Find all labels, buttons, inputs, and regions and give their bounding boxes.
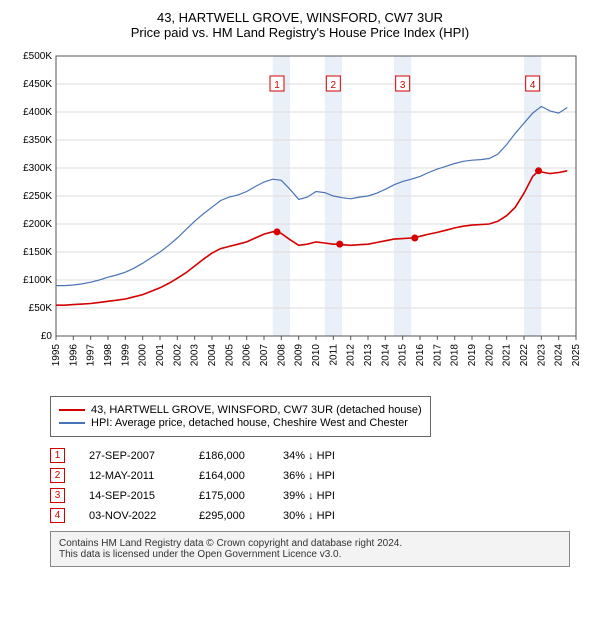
svg-text:1999: 1999 bbox=[120, 344, 131, 367]
svg-text:2025: 2025 bbox=[571, 344, 582, 367]
svg-text:2001: 2001 bbox=[155, 344, 166, 367]
chart-title-block: 43, HARTWELL GROVE, WINSFORD, CW7 3UR Pr… bbox=[10, 10, 590, 40]
svg-text:2002: 2002 bbox=[172, 344, 183, 367]
sale-vs-hpi: 36% ↓ HPI bbox=[283, 470, 373, 482]
svg-text:1: 1 bbox=[274, 80, 280, 91]
svg-text:£250K: £250K bbox=[23, 191, 52, 202]
legend-swatch bbox=[59, 422, 85, 424]
sale-price: £186,000 bbox=[199, 450, 259, 462]
svg-text:2020: 2020 bbox=[484, 344, 495, 367]
chart-container: £0 £50K £100K £150K £200K £250K £300K £350K £400… bbox=[10, 48, 590, 388]
legend-row: 43, HARTWELL GROVE, WINSFORD, CW7 3UR (d… bbox=[59, 404, 422, 416]
svg-text:2024: 2024 bbox=[554, 344, 565, 367]
sale-vs-hpi: 39% ↓ HPI bbox=[283, 490, 373, 502]
legend: 43, HARTWELL GROVE, WINSFORD, CW7 3UR (d… bbox=[50, 396, 431, 437]
legend-label: HPI: Average price, detached house, Ches… bbox=[91, 417, 408, 429]
sale-vs-hpi: 30% ↓ HPI bbox=[283, 510, 373, 522]
svg-text:£50K: £50K bbox=[29, 303, 53, 314]
svg-text:2019: 2019 bbox=[467, 344, 478, 367]
title-subtitle: Price paid vs. HM Land Registry's House … bbox=[10, 25, 590, 40]
svg-text:1995: 1995 bbox=[51, 344, 62, 367]
footer-line1: Contains HM Land Registry data © Crown c… bbox=[59, 538, 561, 549]
sales-row: 3 14-SEP-2015 £175,000 39% ↓ HPI bbox=[50, 488, 590, 503]
svg-text:£150K: £150K bbox=[23, 247, 52, 258]
svg-text:1997: 1997 bbox=[86, 344, 97, 367]
svg-text:2011: 2011 bbox=[328, 344, 339, 366]
sale-marker: 3 bbox=[50, 488, 65, 503]
legend-swatch bbox=[59, 409, 85, 411]
svg-text:2013: 2013 bbox=[363, 344, 374, 367]
svg-text:2007: 2007 bbox=[259, 344, 270, 367]
sale-marker: 1 bbox=[50, 448, 65, 463]
sale-price: £164,000 bbox=[199, 470, 259, 482]
svg-text:2010: 2010 bbox=[311, 344, 322, 367]
svg-text:£200K: £200K bbox=[23, 219, 52, 230]
svg-text:2021: 2021 bbox=[502, 344, 513, 367]
svg-text:2017: 2017 bbox=[432, 344, 443, 367]
sale-date: 12-MAY-2011 bbox=[89, 470, 175, 482]
svg-text:2003: 2003 bbox=[190, 344, 201, 367]
sales-row: 4 03-NOV-2022 £295,000 30% ↓ HPI bbox=[50, 508, 590, 523]
sale-marker: 4 bbox=[50, 508, 65, 523]
svg-text:2022: 2022 bbox=[519, 344, 530, 367]
svg-text:£450K: £450K bbox=[23, 79, 52, 90]
svg-text:2014: 2014 bbox=[380, 344, 391, 367]
svg-text:£400K: £400K bbox=[23, 107, 52, 118]
attribution-footer: Contains HM Land Registry data © Crown c… bbox=[50, 531, 570, 567]
svg-text:2016: 2016 bbox=[415, 344, 426, 367]
svg-text:4: 4 bbox=[530, 80, 536, 91]
price-chart: £0 £50K £100K £150K £200K £250K £300K £350K £400… bbox=[10, 48, 590, 388]
sale-price: £295,000 bbox=[199, 510, 259, 522]
legend-row: HPI: Average price, detached house, Ches… bbox=[59, 417, 422, 429]
svg-text:2005: 2005 bbox=[224, 344, 235, 367]
svg-text:2004: 2004 bbox=[207, 344, 218, 367]
svg-text:1998: 1998 bbox=[103, 344, 114, 367]
svg-text:£500K: £500K bbox=[23, 51, 52, 62]
sales-row: 2 12-MAY-2011 £164,000 36% ↓ HPI bbox=[50, 468, 590, 483]
svg-text:2023: 2023 bbox=[536, 344, 547, 367]
footer-line2: This data is licensed under the Open Gov… bbox=[59, 549, 561, 560]
svg-text:2000: 2000 bbox=[138, 344, 149, 367]
svg-text:2: 2 bbox=[331, 80, 337, 91]
svg-text:£100K: £100K bbox=[23, 275, 52, 286]
legend-label: 43, HARTWELL GROVE, WINSFORD, CW7 3UR (d… bbox=[91, 404, 422, 416]
sale-date: 27-SEP-2007 bbox=[89, 450, 175, 462]
svg-text:2009: 2009 bbox=[294, 344, 305, 367]
sales-row: 1 27-SEP-2007 £186,000 34% ↓ HPI bbox=[50, 448, 590, 463]
sales-table: 1 27-SEP-2007 £186,000 34% ↓ HPI 2 12-MAY-201… bbox=[50, 448, 590, 523]
svg-text:2008: 2008 bbox=[276, 344, 287, 367]
sale-price: £175,000 bbox=[199, 490, 259, 502]
svg-text:£300K: £300K bbox=[23, 163, 52, 174]
svg-text:£350K: £350K bbox=[23, 135, 52, 146]
sale-vs-hpi: 34% ↓ HPI bbox=[283, 450, 373, 462]
svg-text:2012: 2012 bbox=[346, 344, 357, 367]
svg-text:2015: 2015 bbox=[398, 344, 409, 367]
svg-text:2018: 2018 bbox=[450, 344, 461, 367]
sale-marker: 2 bbox=[50, 468, 65, 483]
svg-text:1996: 1996 bbox=[68, 344, 79, 367]
svg-text:£0: £0 bbox=[41, 331, 53, 342]
svg-text:3: 3 bbox=[400, 80, 406, 91]
sale-date: 03-NOV-2022 bbox=[89, 510, 175, 522]
title-address: 43, HARTWELL GROVE, WINSFORD, CW7 3UR bbox=[10, 10, 590, 25]
svg-text:2006: 2006 bbox=[242, 344, 253, 367]
sale-date: 14-SEP-2015 bbox=[89, 490, 175, 502]
